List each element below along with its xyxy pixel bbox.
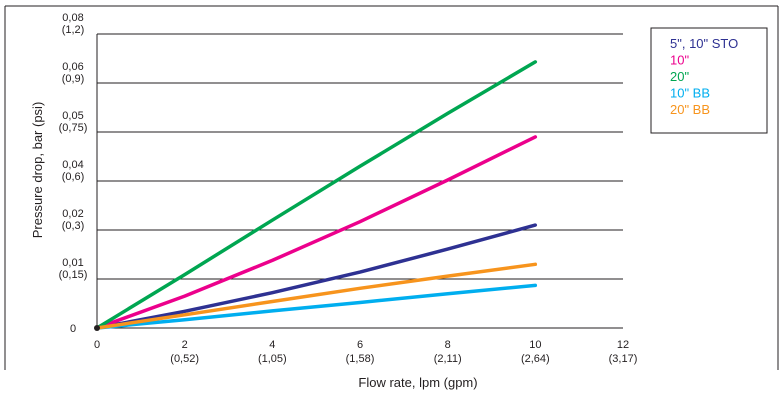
x-tick-label: 0: [94, 339, 100, 351]
legend-entry: 20" BB: [670, 102, 710, 117]
y-tick-label: 0: [70, 323, 76, 335]
legend-entry: 20": [670, 69, 689, 84]
y-tick-sublabel: (0,9): [62, 73, 85, 85]
y-tick-label: 0,04: [62, 159, 83, 171]
y-tick-label: 0,08: [62, 12, 83, 24]
x-tick-sublabel: (2,11): [434, 353, 462, 365]
y-tick-sublabel: (0,3): [62, 220, 85, 232]
x-tick-label: 10: [529, 339, 541, 351]
series-line: [95, 60, 538, 330]
axes: [96, 34, 623, 329]
legend-entry: 10": [670, 53, 689, 68]
x-tick-sublabel: (2,64): [521, 353, 550, 365]
legend-box: [650, 27, 768, 134]
x-tick-label: 2: [182, 339, 188, 351]
legend-entry: 10" BB: [670, 86, 710, 101]
x-tick-label: 12: [617, 339, 629, 351]
x-tick-label: 4: [269, 339, 275, 351]
legend-entry: 5", 10" STO: [670, 36, 738, 51]
y-tick-label: 0,02: [62, 208, 83, 220]
x-tick-label: 6: [357, 339, 363, 351]
origin-point: [94, 325, 100, 331]
series-line: [95, 223, 538, 330]
y-tick-sublabel: (0,75): [59, 122, 88, 134]
y-tick-label: 0,06: [62, 61, 83, 73]
y-tick-sublabel: (0,6): [62, 171, 85, 183]
x-tick-sublabel: (0,52): [170, 353, 199, 365]
y-tick-sublabel: (1,2): [62, 24, 85, 36]
x-tick-labels: 0 2 (0,52) 4 (1,05) 6 (1,58) 8 (2,11) 10 (2,64) 12 (…: [94, 339, 637, 365]
x-tick-sublabel: (1,05): [258, 353, 287, 365]
grid-lines: [97, 33, 623, 280]
y-tick-label: 0,01: [62, 257, 83, 269]
x-tick-sublabel: (3,17): [609, 353, 638, 365]
x-tick-sublabel: (1,58): [346, 353, 375, 365]
series-line: [95, 135, 538, 330]
x-tick-label: 8: [445, 339, 451, 351]
y-tick-labels: 0 0,01(0,15) 0,02(0,3) 0,04(0,6) 0,05(0,75) 0…: [59, 12, 88, 335]
y-axis-title: Pressure drop, bar (psi): [30, 102, 45, 239]
series-line: [95, 262, 538, 330]
series-line: [95, 283, 538, 330]
series-lines: [95, 60, 538, 330]
y-tick-sublabel: (0,15): [59, 269, 88, 281]
y-tick-label: 0,05: [62, 110, 83, 122]
x-axis-title: Flow rate, lpm (gpm): [358, 375, 477, 390]
